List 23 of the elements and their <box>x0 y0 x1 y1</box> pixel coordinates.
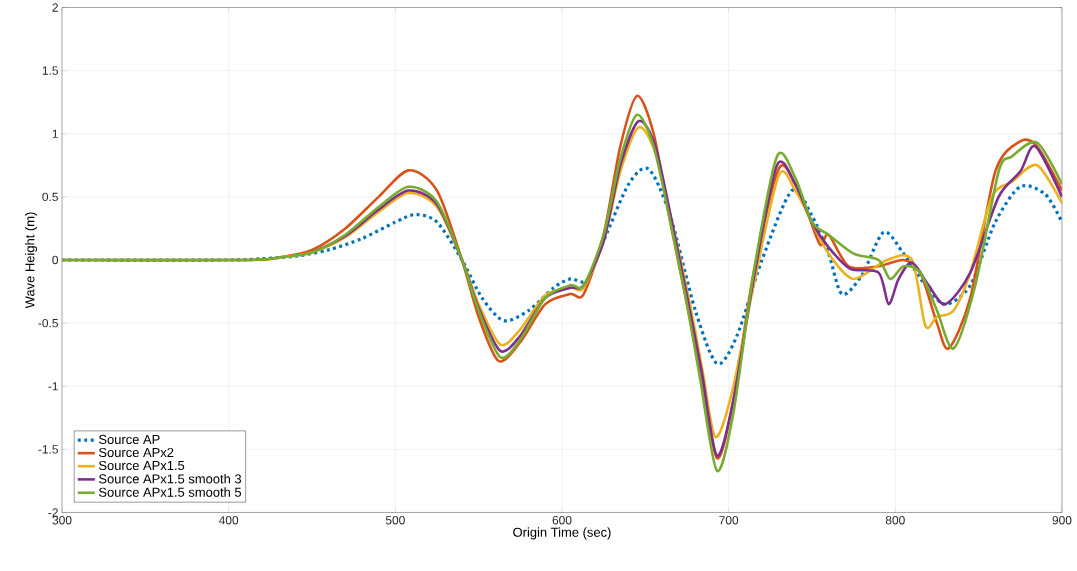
y-tick-label: 1 <box>52 129 58 138</box>
x-tick-label: 300 <box>52 515 72 525</box>
y-tick-label: -1 <box>48 381 58 391</box>
legend-label: Source APx1.5 smooth 5 <box>98 487 242 497</box>
y-tick-label: 2 <box>52 3 58 12</box>
y-tick-label: 0.5 <box>42 192 58 201</box>
x-tick-label: 700 <box>719 515 739 525</box>
x-axis-title: Origin Time (sec) <box>513 527 611 540</box>
legend-label: Source AP <box>98 434 160 444</box>
x-tick-label: 400 <box>218 515 239 525</box>
y-tick-label: 1.5 <box>42 66 58 75</box>
y-tick-label: -2 <box>48 508 58 517</box>
y-tick-label: -1.5 <box>38 444 58 454</box>
y-tick-label: 0 <box>52 255 59 264</box>
x-tick-label: 900 <box>1052 515 1072 525</box>
legend-label: Source APx1.5 smooth 3 <box>98 473 242 484</box>
x-tick-label: 600 <box>552 515 572 525</box>
x-tick-label: 500 <box>385 515 405 525</box>
legend-label: Source APx1.5 <box>98 460 185 470</box>
x-tick-label: 800 <box>885 515 905 525</box>
legend-label: Source APx2 <box>98 447 174 457</box>
y-tick-label: -0.5 <box>38 318 58 328</box>
y-axis-title: Wave Height (m) <box>24 212 38 309</box>
